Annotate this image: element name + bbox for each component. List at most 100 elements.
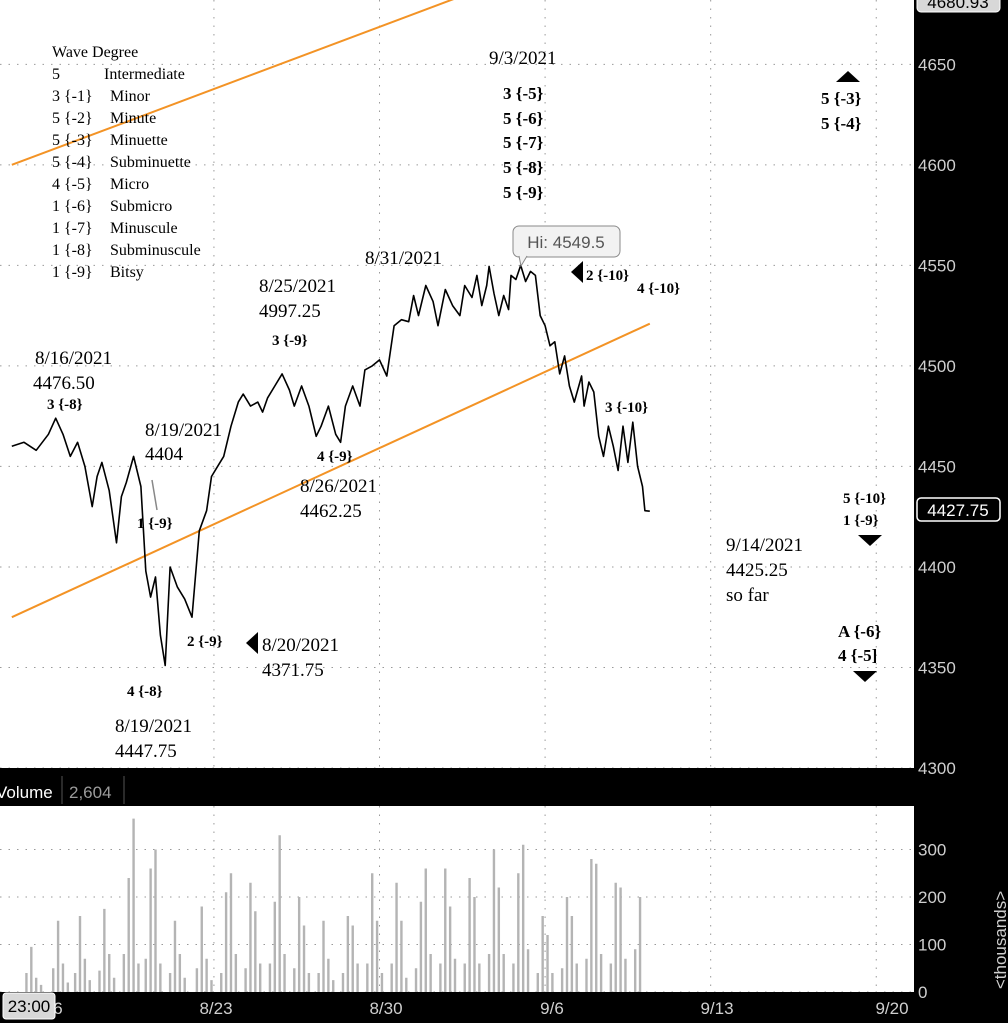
price-tick-label: 4450 bbox=[918, 457, 956, 476]
volume-bar bbox=[517, 873, 520, 992]
ann-3-10: 3 {-10} bbox=[605, 400, 648, 416]
volume-bar bbox=[444, 868, 447, 992]
volume-bar bbox=[405, 977, 408, 992]
volume-bar bbox=[254, 911, 257, 992]
ann-4-10: 4 {-10} bbox=[637, 281, 680, 297]
top-price-value: 4680.93 bbox=[927, 0, 988, 12]
volume-bar bbox=[178, 954, 182, 992]
volume-bar bbox=[468, 878, 471, 992]
legend-mark: 4 {-5} bbox=[52, 176, 93, 193]
volume-bar bbox=[34, 977, 38, 992]
volume-y-ticks: 300 200 100 0 bbox=[918, 841, 946, 1003]
volume-bar bbox=[249, 882, 252, 992]
volume-bar bbox=[132, 818, 135, 992]
ann-2-10-arrow bbox=[571, 261, 583, 283]
ann-8-31-date: 8/31/2021 bbox=[365, 248, 442, 269]
trendline bbox=[11, 322, 651, 619]
ann-2-10: 2 {-10} bbox=[586, 268, 629, 284]
ann-8-19-date: 8/19/2021 bbox=[145, 420, 222, 441]
volume-bar bbox=[66, 982, 70, 992]
legend-mark: 5 {-2} bbox=[52, 110, 93, 127]
ann-9-3-wave-3: 5 {-7} bbox=[503, 133, 544, 152]
volume-bar bbox=[565, 897, 569, 992]
ann-2-9: 2 {-9} bbox=[187, 634, 223, 650]
volume-bar bbox=[317, 973, 320, 992]
volume-bar bbox=[83, 958, 87, 992]
volume-value: 2,604 bbox=[69, 783, 112, 802]
x-tick-label: 8/30 bbox=[369, 999, 402, 1018]
volume-bar bbox=[168, 973, 172, 992]
legend-mark: 1 {-6} bbox=[52, 198, 93, 215]
ann-3-8: 3 {-8} bbox=[47, 397, 83, 413]
volume-bar bbox=[322, 920, 325, 992]
volume-bar bbox=[400, 920, 403, 992]
legend-title: Wave Degree bbox=[52, 44, 138, 61]
volume-bar bbox=[609, 963, 613, 992]
volume-bar bbox=[137, 963, 140, 992]
ann-8-20-arrow bbox=[246, 632, 258, 654]
price-tick-label: 4400 bbox=[918, 558, 956, 577]
ann-8-26-date: 8/26/2021 bbox=[300, 476, 377, 497]
legend-mark: 1 {-9} bbox=[52, 264, 93, 281]
volume-bar bbox=[414, 968, 418, 992]
volume-bar bbox=[346, 916, 350, 992]
legend-name: Minuette bbox=[110, 132, 168, 149]
right-bot-arrow-down bbox=[853, 671, 877, 682]
x-tick-label: 9/20 bbox=[875, 999, 908, 1018]
legend-name: Intermediate bbox=[104, 66, 185, 83]
legend-name: Submicro bbox=[110, 198, 172, 215]
ann-9-14-price: 4425.25 bbox=[726, 560, 788, 581]
price-line bbox=[11, 264, 650, 667]
volume-bar bbox=[88, 980, 91, 992]
volume-bar bbox=[570, 916, 574, 992]
legend-mark: 5 {-3} bbox=[52, 132, 93, 149]
x-tick-label: 6 bbox=[53, 999, 62, 1018]
volume-bars bbox=[25, 818, 642, 992]
right-top-wave-1: 5 {-3} bbox=[821, 89, 862, 108]
volume-bar bbox=[448, 906, 452, 992]
volume-bar bbox=[492, 849, 496, 992]
price-pane-bg bbox=[0, 0, 914, 768]
volume-bar bbox=[39, 984, 43, 992]
volume-bar bbox=[229, 873, 233, 992]
volume-bar bbox=[614, 882, 617, 992]
right-top-arrow-up bbox=[836, 71, 860, 82]
volume-bar bbox=[268, 963, 272, 992]
volume-bar bbox=[356, 963, 359, 992]
volume-bar bbox=[293, 968, 296, 992]
volume-bar bbox=[541, 916, 544, 992]
volume-bar bbox=[624, 958, 627, 992]
volume-tick-label: 0 bbox=[918, 983, 927, 1002]
volume-tick-label: 100 bbox=[918, 936, 946, 955]
legend-mark: 1 {-8} bbox=[52, 242, 93, 259]
time-value: 23:00 bbox=[8, 997, 51, 1016]
ann-8-19-pointer bbox=[151, 479, 158, 511]
volume-bar bbox=[122, 954, 126, 992]
ann-8-16-date: 8/16/2021 bbox=[35, 348, 112, 369]
volume-bar bbox=[73, 973, 77, 992]
volume-bar bbox=[546, 935, 549, 992]
price-y-ticks: 4650 4600 4550 4500 4450 4400 4350 4300 bbox=[918, 55, 956, 778]
ann-9-3-wave-4: 5 {-8} bbox=[503, 158, 544, 177]
volume-bar bbox=[497, 887, 501, 992]
price-tick-label: 4300 bbox=[918, 759, 956, 778]
x-tick-label: 8/23 bbox=[199, 999, 232, 1018]
volume-bar bbox=[173, 920, 177, 992]
ann-9-14-date: 9/14/2021 bbox=[726, 535, 803, 556]
volume-label: Volume bbox=[0, 783, 53, 802]
volume-bar bbox=[463, 963, 466, 992]
price-tick-label: 4650 bbox=[918, 55, 956, 74]
volume-bar bbox=[283, 954, 286, 992]
x-ticks: 6 8/23 8/30 9/6 9/13 9/20 bbox=[53, 999, 908, 1018]
volume-bar bbox=[297, 897, 301, 992]
time-box: 23:00 bbox=[2, 992, 56, 1020]
volume-bar bbox=[78, 916, 82, 992]
volume-bar bbox=[341, 973, 345, 992]
volume-bar bbox=[25, 973, 28, 992]
price-grid bbox=[0, 0, 914, 768]
volume-bar bbox=[127, 878, 130, 992]
volume-bar bbox=[332, 980, 335, 992]
volume-bar bbox=[453, 958, 457, 992]
ann-8-25-price: 4997.25 bbox=[259, 301, 321, 322]
ann-8-20-price: 4371.75 bbox=[262, 660, 324, 681]
